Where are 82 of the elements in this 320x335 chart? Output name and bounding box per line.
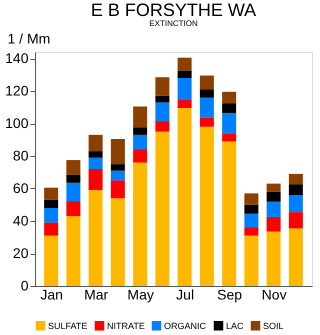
bar: [178, 58, 192, 71]
bar: [222, 112, 236, 134]
bar: [178, 100, 192, 108]
bar: [288, 174, 303, 184]
bar: [44, 208, 58, 223]
bar: [266, 184, 281, 192]
bar: [244, 204, 258, 214]
bar: [88, 134, 103, 152]
x-tick-label: Sep: [217, 286, 242, 302]
bar: [88, 169, 103, 190]
bar: [155, 77, 170, 96]
bar: [222, 133, 236, 142]
x-tick-label: May: [127, 286, 154, 302]
bar: [66, 182, 80, 202]
bar: [288, 184, 303, 195]
bar: [244, 214, 258, 228]
bar: [288, 228, 303, 286]
y-tick-label: 60: [12, 180, 29, 196]
bar: [66, 202, 80, 216]
bar: [66, 160, 80, 175]
bar: [88, 151, 103, 158]
bar: [110, 180, 125, 198]
bar: [133, 128, 148, 135]
bar: [110, 138, 125, 164]
legend-label: NITRATE: [107, 320, 145, 331]
y-tick-label: 100: [5, 115, 29, 131]
bar: [44, 222, 58, 236]
bar: [266, 232, 281, 286]
y-tick-label: 20: [12, 245, 29, 261]
legend-label: ORGANIC: [164, 320, 207, 331]
bar: [178, 70, 192, 78]
bar: [222, 103, 236, 113]
bar: [155, 96, 170, 102]
bar: [155, 132, 170, 286]
bar: [66, 216, 80, 286]
bar: [133, 134, 148, 150]
bar: [133, 106, 148, 128]
bar: [66, 174, 80, 183]
bar: [44, 188, 58, 200]
bar: [178, 108, 192, 286]
bar: [244, 236, 258, 286]
bar: [178, 78, 192, 100]
bar: [44, 200, 58, 208]
legend-label: SOIL: [263, 320, 284, 331]
x-tick-label: Nov: [262, 286, 287, 302]
bar: [88, 158, 103, 169]
bar: [222, 92, 236, 104]
bar: [110, 164, 125, 171]
bar: [266, 192, 281, 202]
bar: [200, 126, 214, 286]
bar: [133, 150, 148, 162]
bar: [155, 102, 170, 122]
y-tick-label: 0: [20, 278, 29, 294]
bar: [244, 193, 258, 205]
y-tick-label: 80: [12, 148, 29, 164]
legend-label: LAC: [226, 320, 244, 331]
bar: [200, 98, 214, 118]
bar: [133, 162, 148, 286]
bar: [222, 141, 236, 286]
x-tick-label: Mar: [84, 286, 109, 302]
bar: [200, 89, 214, 98]
bar: [110, 198, 125, 286]
chart-title: E B FORSYTHE WA: [90, 0, 256, 20]
y-axis-title: 1 / Mm: [8, 30, 50, 46]
bar: [244, 228, 258, 236]
y-tick-label: 40: [12, 212, 29, 228]
bar: [266, 216, 281, 232]
bar: [110, 170, 125, 180]
bar: [88, 190, 103, 286]
y-tick-label: 120: [5, 82, 29, 98]
bar: [155, 121, 170, 132]
legend-label: SULFATE: [48, 320, 88, 331]
bar: [200, 118, 214, 127]
x-tick-label: Jul: [176, 286, 194, 302]
bar: [288, 195, 303, 212]
bar: [288, 212, 303, 228]
bar: [200, 76, 214, 90]
x-tick-label: Jan: [40, 286, 63, 302]
y-tick-label: 140: [5, 50, 29, 66]
bar: [266, 202, 281, 217]
chart-subtitle: EXTINCTION: [149, 19, 198, 28]
bar: [44, 236, 58, 286]
